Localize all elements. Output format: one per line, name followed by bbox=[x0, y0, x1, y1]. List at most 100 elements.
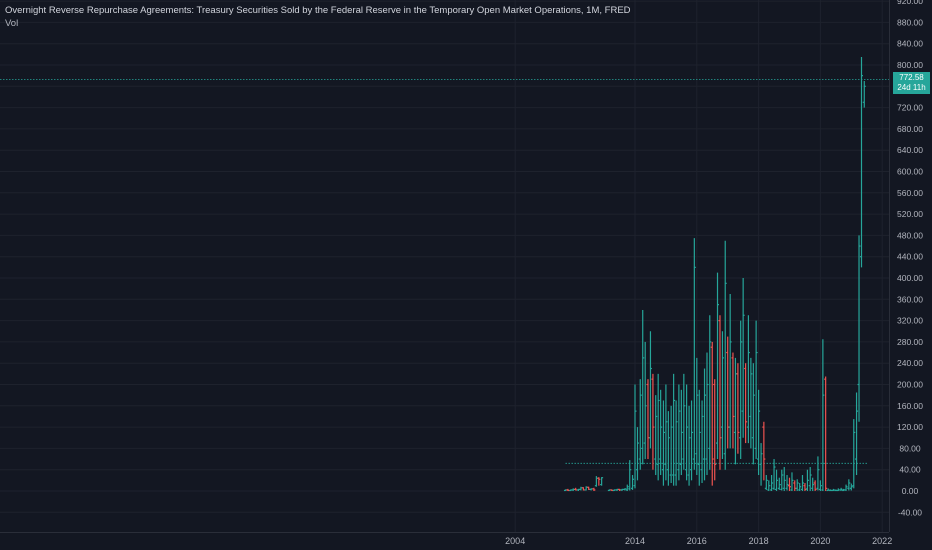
ohlc-series bbox=[563, 57, 866, 492]
ohlc-bar bbox=[625, 484, 629, 491]
ohlc-bar bbox=[716, 272, 720, 460]
price-tick-label: 360.00 bbox=[897, 294, 923, 304]
ohlc-bar bbox=[574, 487, 578, 491]
ohlc-bar bbox=[782, 467, 786, 491]
ohlc-bar bbox=[777, 477, 781, 490]
ohlc-bar bbox=[855, 392, 859, 476]
ohlc-bar bbox=[744, 363, 748, 444]
time-tick-label: 2016 bbox=[687, 536, 707, 546]
ohlc-bar bbox=[821, 339, 825, 491]
ohlc-bar bbox=[628, 460, 632, 491]
ohlc-bar bbox=[643, 341, 647, 460]
ohlc-bar bbox=[736, 363, 740, 454]
ohlc-bar bbox=[859, 57, 863, 268]
ohlc-bar bbox=[720, 331, 724, 460]
price-tick-label: 0.00 bbox=[902, 486, 919, 496]
ohlc-bar bbox=[770, 475, 774, 491]
ohlc-bar bbox=[805, 469, 809, 491]
price-tick-label: 80.00 bbox=[899, 443, 921, 453]
price-tick-label: 560.00 bbox=[897, 188, 923, 198]
time-axis[interactable]: 2004 2014 2016 2018 2020 2022 bbox=[505, 536, 892, 546]
ohlc-bar bbox=[829, 489, 833, 492]
ohlc-bar bbox=[705, 352, 709, 476]
ohlc-bar bbox=[597, 477, 601, 486]
ohlc-bar bbox=[798, 483, 802, 491]
ohlc-bar bbox=[687, 405, 691, 486]
last-price-value: 772.58 bbox=[899, 73, 924, 82]
ohlc-bar bbox=[690, 400, 694, 481]
price-tick-label: 160.00 bbox=[897, 401, 923, 411]
ohlc-bar bbox=[620, 488, 624, 491]
price-tick-label: 600.00 bbox=[897, 167, 923, 177]
ohlc-bar bbox=[703, 368, 707, 481]
price-tick-label: 880.00 bbox=[897, 17, 923, 27]
time-tick-label: 2014 bbox=[625, 536, 645, 546]
ohlc-bar bbox=[849, 483, 853, 491]
ohlc-bar bbox=[651, 373, 655, 470]
ohlc-bar bbox=[661, 400, 665, 486]
ohlc-bar bbox=[775, 469, 779, 491]
bar-countdown: 24d 11h bbox=[897, 83, 926, 92]
ohlc-bar bbox=[635, 427, 639, 481]
ohlc-bar bbox=[813, 480, 817, 491]
ohlc-bar bbox=[664, 384, 668, 481]
price-tick-label: 120.00 bbox=[897, 422, 923, 432]
ohlc-bar bbox=[692, 238, 696, 470]
ohlc-bar bbox=[836, 488, 840, 492]
ohlc-bar bbox=[785, 475, 789, 491]
ohlc-bar bbox=[816, 456, 820, 491]
ohlc-bar bbox=[772, 459, 776, 490]
ohlc-bar bbox=[808, 467, 812, 491]
price-tick-label: 480.00 bbox=[897, 230, 923, 240]
ohlc-bar bbox=[623, 488, 627, 491]
ohlc-bar bbox=[656, 373, 660, 481]
price-tick-label: 840.00 bbox=[897, 39, 923, 49]
ohlc-bar bbox=[581, 487, 585, 491]
time-tick-label: 2020 bbox=[810, 536, 830, 546]
volume-label[interactable]: Vol bbox=[5, 18, 19, 29]
ohlc-bar bbox=[589, 488, 593, 491]
ohlc-bar bbox=[697, 389, 701, 486]
ohlc-bar bbox=[700, 400, 704, 484]
ohlc-bar bbox=[800, 475, 804, 491]
ohlc-bar bbox=[713, 379, 717, 481]
ohlc-bar bbox=[600, 477, 604, 486]
ohlc-bar bbox=[659, 389, 663, 476]
ohlc-bar bbox=[638, 379, 642, 470]
ohlc-bar bbox=[757, 389, 761, 476]
ohlc-bar bbox=[708, 315, 712, 470]
ohlc-bar bbox=[844, 484, 848, 491]
ohlc-bar bbox=[790, 472, 794, 491]
ohlc-bar bbox=[751, 363, 755, 465]
price-tick-label: 440.00 bbox=[897, 252, 923, 262]
ohlc-bar bbox=[731, 352, 735, 449]
ohlc-bar bbox=[672, 373, 676, 486]
price-tick-label: -40.00 bbox=[898, 507, 922, 517]
chart-legend: Overnight Reverse Repurchase Agreements:… bbox=[5, 4, 631, 30]
price-tick-label: 280.00 bbox=[897, 337, 923, 347]
ohlc-bar bbox=[648, 331, 652, 449]
ohlc-bar bbox=[677, 384, 681, 481]
price-tick-label: 320.00 bbox=[897, 316, 923, 326]
ohlc-bar bbox=[592, 487, 596, 491]
price-tick-label: 400.00 bbox=[897, 273, 923, 283]
ohlc-bar bbox=[788, 477, 791, 491]
price-tick-label: 240.00 bbox=[897, 358, 923, 368]
symbol-title[interactable]: Overnight Reverse Repurchase Agreements:… bbox=[5, 5, 631, 16]
time-tick-label: 2004 bbox=[505, 536, 525, 546]
ohlc-bar bbox=[566, 488, 570, 492]
price-tick-label: 680.00 bbox=[897, 124, 923, 134]
ohlc-bar bbox=[862, 80, 866, 108]
price-tick-label: 800.00 bbox=[897, 60, 923, 70]
ohlc-bar bbox=[762, 421, 766, 481]
ohlc-bar bbox=[839, 487, 843, 491]
ohlc-bar bbox=[695, 357, 699, 476]
price-tick-label: 640.00 bbox=[897, 145, 923, 155]
ohlc-bar bbox=[811, 477, 815, 491]
ohlc-bar bbox=[641, 309, 645, 465]
ohlc-bar bbox=[682, 373, 686, 470]
ohlc-bar bbox=[739, 320, 743, 460]
ohlc-bar bbox=[780, 469, 784, 491]
